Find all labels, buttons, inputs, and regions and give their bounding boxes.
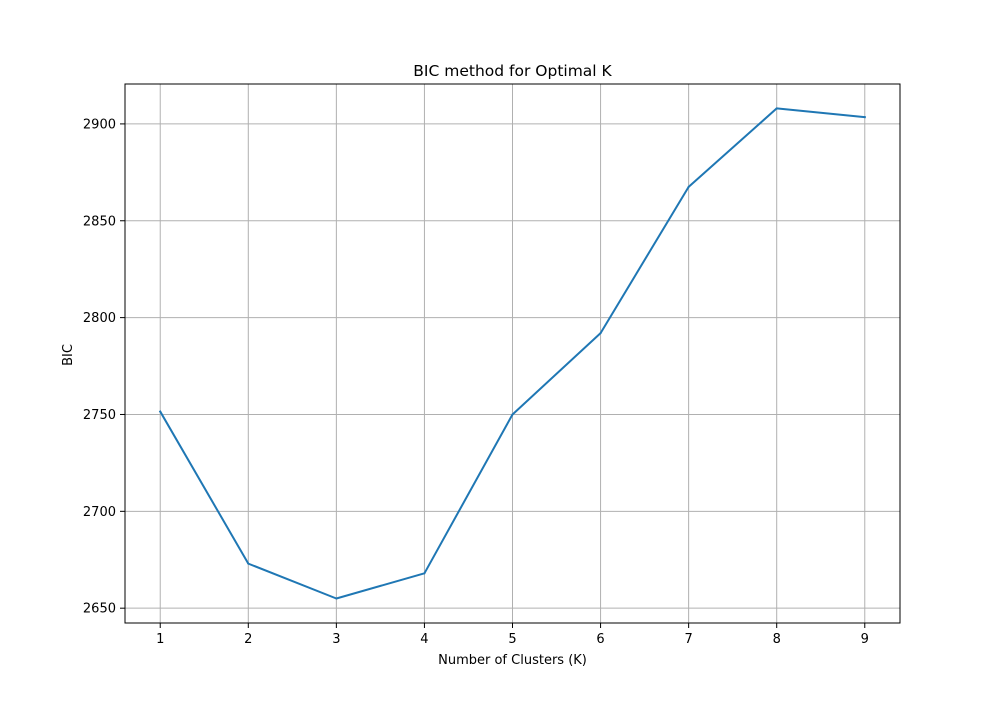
axis-ticks: 1 2 3 4 5 6 7 8 9 2650 2700 2750 2800 2850 2900: [83, 117, 869, 647]
x-tick-label: 4: [420, 632, 428, 647]
y-tick-label: 2850: [83, 214, 116, 229]
y-tick-label: 2700: [83, 505, 116, 520]
y-tick-label: 2900: [83, 117, 116, 132]
data-point: [423, 572, 426, 575]
x-tick-label: 7: [684, 632, 692, 647]
x-tick-label: 9: [861, 632, 869, 647]
data-point: [863, 116, 866, 119]
y-tick-label: 2650: [83, 602, 116, 617]
x-tick-label: 3: [332, 632, 340, 647]
series-layer: [158, 107, 866, 600]
x-tick-label: 1: [156, 632, 164, 647]
x-axis-label: Number of Clusters (K): [438, 653, 587, 668]
data-point: [599, 332, 602, 335]
y-axis-label: BIC: [61, 344, 76, 366]
data-point: [247, 562, 250, 565]
x-tick-label: 2: [244, 632, 252, 647]
y-tick-label: 2800: [83, 311, 116, 326]
x-tick-label: 5: [508, 632, 516, 647]
x-tick-label: 8: [773, 632, 781, 647]
data-point: [775, 107, 778, 110]
y-tick-label: 2750: [83, 408, 116, 423]
data-point: [511, 413, 514, 416]
chart-title: BIC method for Optimal K: [413, 62, 612, 80]
data-point: [335, 597, 338, 600]
data-point: [687, 185, 690, 188]
data-point: [159, 410, 162, 413]
x-tick-label: 6: [596, 632, 604, 647]
